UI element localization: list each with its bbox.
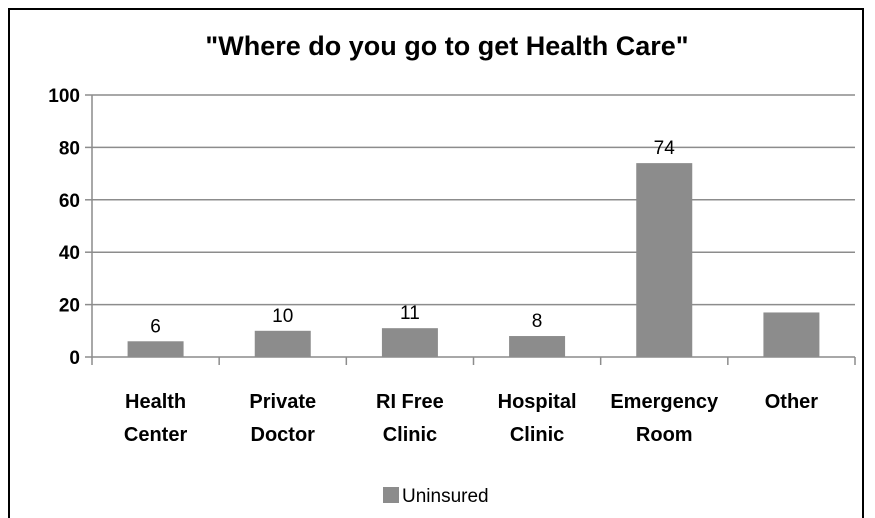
x-tick-label: RI Free	[376, 391, 444, 413]
bar	[254, 330, 311, 357]
bar	[127, 341, 184, 357]
legend-label: Uninsured	[402, 486, 489, 507]
data-label: 11	[400, 303, 420, 324]
x-tick-label: Private	[249, 391, 316, 413]
bar	[636, 163, 693, 357]
bar	[763, 312, 820, 357]
x-axis-ticks: Health Center Private Doctor RI Free Clinic Ho…	[124, 391, 818, 446]
data-labels: 6 10 11 8 74	[150, 138, 675, 337]
x-tick-label: Room	[636, 424, 693, 446]
bar	[381, 328, 438, 357]
legend-swatch	[383, 487, 399, 503]
x-tick-label: Clinic	[510, 424, 564, 446]
x-tick-label: Other	[765, 391, 819, 413]
x-tick-label: Clinic	[383, 424, 437, 446]
y-tick-label: 40	[59, 243, 80, 264]
y-tick-label: 80	[59, 138, 80, 159]
y-tick-label: 20	[59, 296, 80, 317]
gridlines	[92, 94, 855, 306]
legend: Uninsured	[383, 486, 489, 507]
x-tick-label: Center	[124, 424, 188, 446]
chart-title: "Where do you go to get Health Care"	[205, 31, 688, 61]
y-axis-ticks: 0 20 40 60 80 100	[48, 86, 80, 369]
x-tick-label: Hospital	[498, 391, 577, 413]
axes	[85, 94, 856, 365]
x-tick-label: Emergency	[610, 391, 719, 413]
chart-frame	[8, 8, 864, 518]
data-label: 74	[654, 138, 676, 159]
data-label: 6	[150, 316, 161, 337]
x-tick-label: Doctor	[251, 424, 316, 446]
y-tick-label: 60	[59, 191, 80, 212]
y-tick-label: 0	[69, 348, 80, 369]
bar	[509, 336, 566, 357]
x-tick-label: Health	[125, 391, 186, 413]
data-label: 8	[532, 311, 543, 332]
y-tick-label: 100	[48, 86, 80, 107]
bars	[127, 163, 820, 357]
data-label: 10	[272, 306, 293, 327]
